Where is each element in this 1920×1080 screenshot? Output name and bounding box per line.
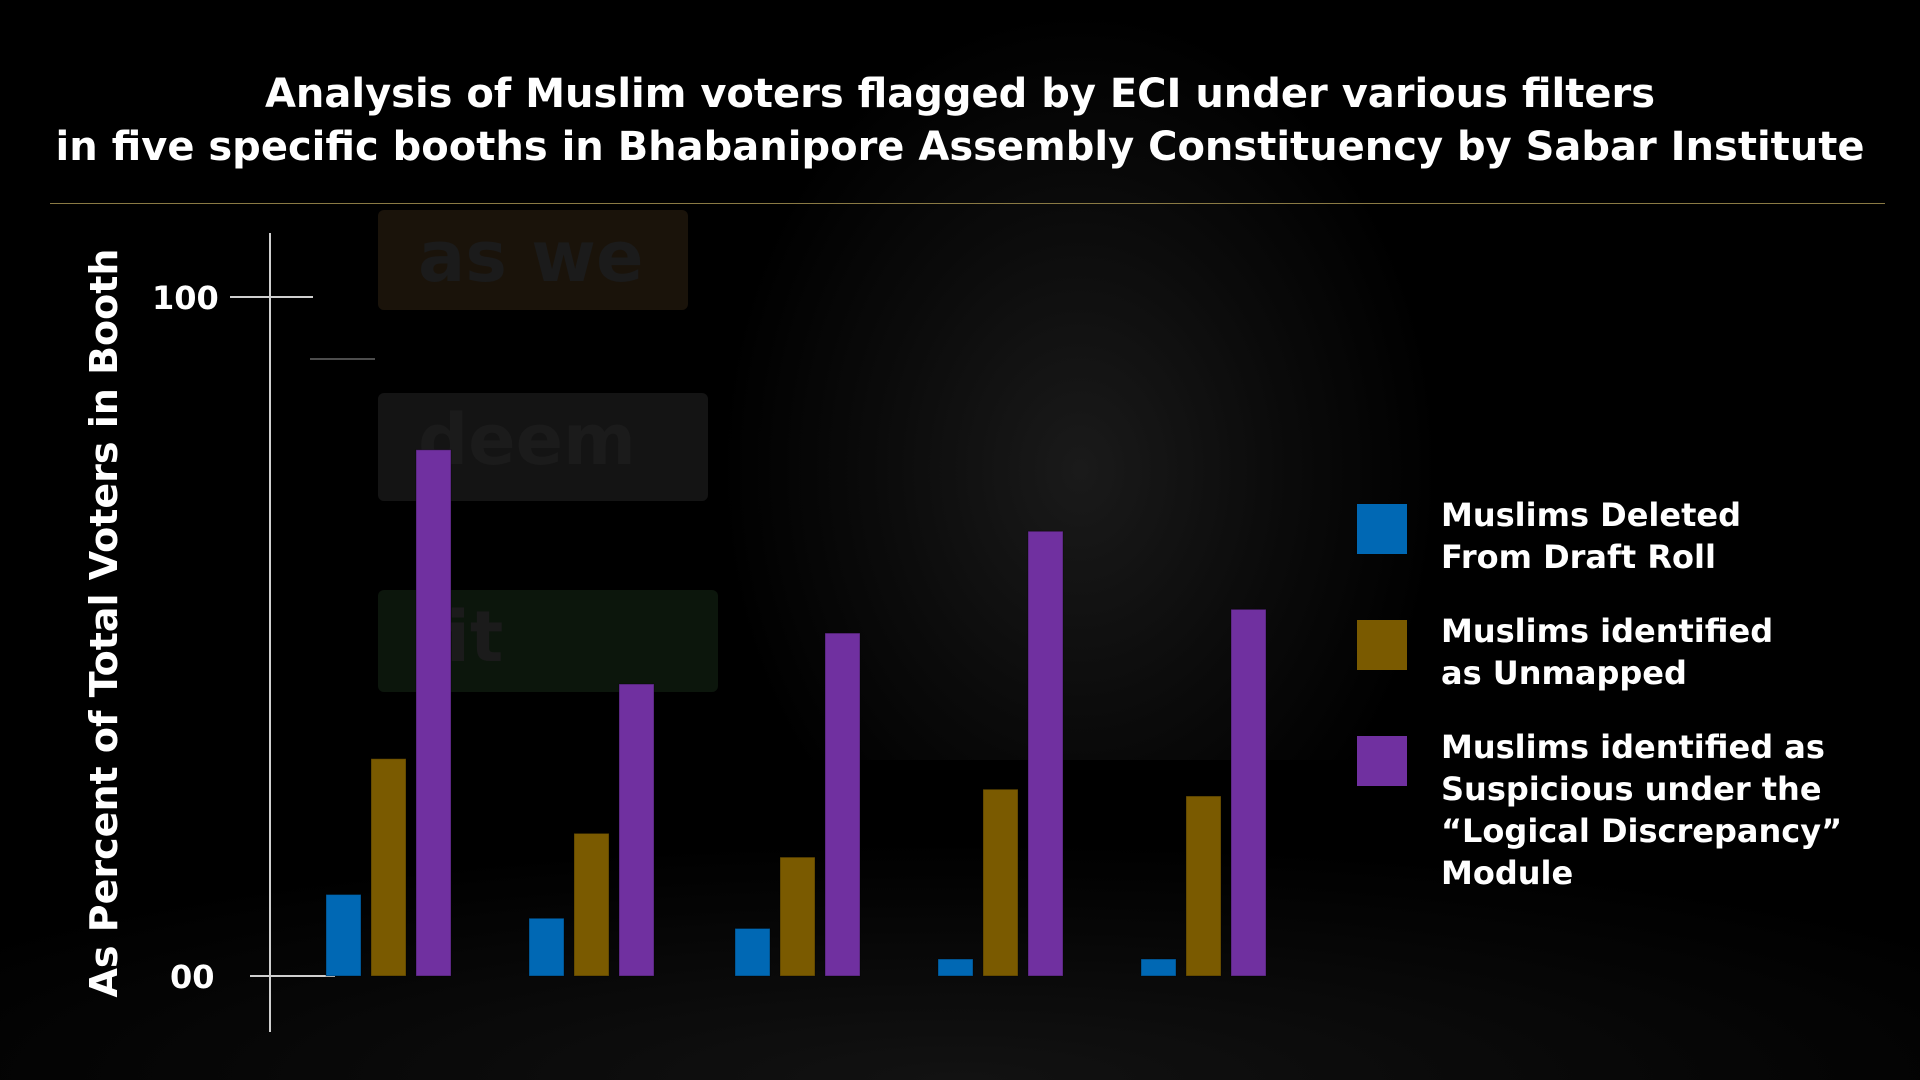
- bar-suspicious-booth-3: [824, 632, 861, 977]
- legend-swatch-suspicious: [1357, 736, 1407, 786]
- bar-suspicious-booth-2: [618, 683, 655, 977]
- title-divider: [50, 203, 1885, 204]
- bar-deleted-booth-4: [937, 958, 974, 977]
- bar-deleted-booth-1: [325, 894, 362, 977]
- bar-deleted-booth-3: [734, 927, 771, 977]
- legend-swatch-unmapped: [1357, 620, 1407, 670]
- legend-label-suspicious: Muslims identified as Suspicious under t…: [1441, 728, 1843, 892]
- y-tick-label-100: 100: [152, 279, 219, 317]
- bar-unmapped-booth-2: [573, 832, 610, 977]
- bar-unmapped-booth-1: [370, 758, 407, 977]
- chart-title: Analysis of Muslim voters flagged by ECI…: [55, 71, 1865, 170]
- legend-swatch-deleted: [1357, 504, 1407, 554]
- legend-item-unmapped: Muslims identified as Unmapped: [1357, 610, 1877, 694]
- legend-label-deleted: Muslims Deleted From Draft Roll: [1441, 496, 1741, 576]
- bar-deleted-booth-2: [528, 917, 565, 977]
- background-word: as we: [378, 210, 688, 310]
- bar-unmapped-booth-4: [982, 788, 1019, 977]
- bar-suspicious-booth-4: [1027, 530, 1064, 977]
- y-tick-label-0: 00: [170, 958, 215, 996]
- legend-label-unmapped: Muslims identified as Unmapped: [1441, 612, 1774, 692]
- bar-unmapped-booth-3: [779, 856, 816, 977]
- legend: Muslims Deleted From Draft Roll Muslims …: [1357, 494, 1877, 926]
- background-crowd: [0, 760, 1920, 1080]
- bar-suspicious-booth-1: [415, 449, 452, 977]
- bar-suspicious-booth-5: [1230, 608, 1267, 977]
- bar-deleted-booth-5: [1140, 958, 1177, 977]
- legend-item-suspicious: Muslims identified as Suspicious under t…: [1357, 726, 1877, 894]
- legend-item-deleted: Muslims Deleted From Draft Roll: [1357, 494, 1877, 578]
- bar-unmapped-booth-5: [1185, 795, 1222, 977]
